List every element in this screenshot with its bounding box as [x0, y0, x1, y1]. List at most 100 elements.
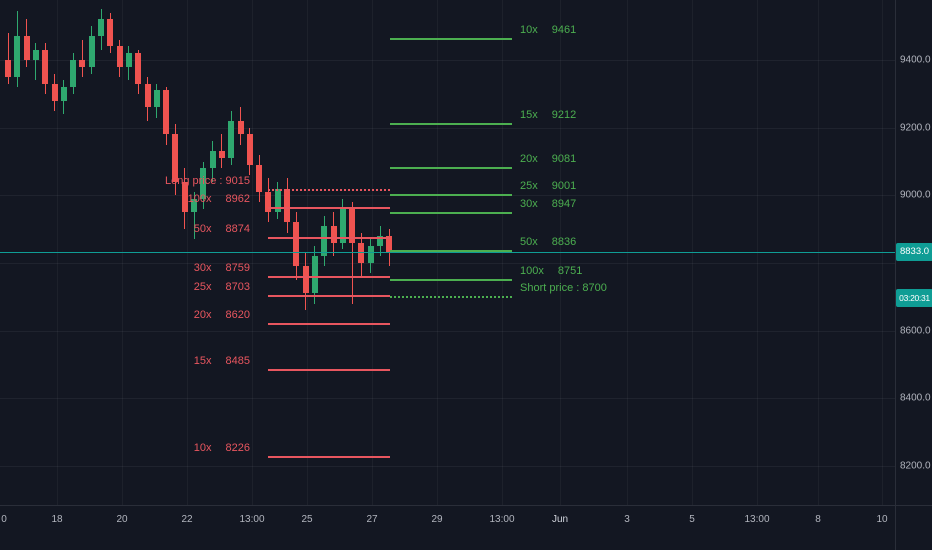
leverage-text: 25x	[520, 179, 538, 192]
candle-body	[116, 46, 123, 67]
long-level-20x-label: 20x 8620	[194, 309, 250, 323]
short-entry-line[interactable]	[390, 295, 512, 298]
candle-wick	[7, 32, 9, 84]
horizontal-gridline	[0, 60, 895, 61]
horizontal-gridline	[0, 127, 895, 129]
price-axis-label: 9400.0	[900, 54, 931, 66]
time-axis-label[interactable]: 22	[181, 514, 193, 525]
horizontal-gridline	[0, 263, 895, 264]
time-axis-label[interactable]: 13:00	[239, 514, 265, 525]
short-level-50x-line[interactable]	[390, 249, 512, 252]
candle-body	[51, 83, 58, 101]
candle-body	[70, 60, 77, 88]
short-level-100x-line[interactable]	[390, 278, 512, 281]
candle-body	[14, 36, 21, 77]
long-level-10x-line[interactable]	[268, 456, 390, 459]
long-level-100x-line[interactable]	[268, 207, 390, 210]
leverage-text: 10x	[520, 24, 538, 37]
price-text: 8703	[225, 280, 250, 293]
candle-wick	[193, 191, 195, 240]
time-axis-label[interactable]: 13:00	[489, 514, 515, 525]
price-text: 8620	[225, 308, 250, 321]
long-level-20x-line[interactable]	[268, 322, 390, 325]
candle-body	[237, 120, 244, 135]
candle-body	[367, 246, 374, 263]
candle-body	[163, 90, 170, 135]
candle-body	[228, 120, 235, 159]
countdown-value: 03:20:31	[899, 293, 930, 303]
candle-body	[284, 188, 290, 223]
current-price-value: 8833.0	[899, 246, 930, 258]
short-level-30x-line[interactable]	[390, 212, 512, 215]
long-entry-line[interactable]	[268, 189, 390, 192]
time-axis-label[interactable]: 18	[51, 514, 63, 525]
candle-body	[172, 134, 179, 182]
time-axis-label[interactable]: 20	[116, 514, 128, 525]
candle-body	[311, 256, 318, 294]
candle-body	[339, 208, 346, 243]
price-text: 8226	[225, 442, 250, 455]
price-text: 8947	[551, 198, 577, 211]
short-level-25x-line[interactable]	[390, 193, 512, 196]
candle-body	[209, 151, 216, 169]
candle-wick	[35, 43, 37, 81]
candle-wick	[221, 134, 223, 169]
leverage-text: 20x	[193, 308, 212, 321]
horizontal-gridline	[0, 398, 895, 400]
long-level-25x-line[interactable]	[268, 294, 390, 297]
candle-body	[135, 53, 142, 84]
short-level-20x-line[interactable]	[390, 166, 512, 169]
candle-body	[256, 164, 263, 192]
candle-body	[200, 168, 207, 199]
candle-body	[32, 49, 39, 60]
candle-wick	[81, 39, 83, 77]
time-axis-label[interactable]: Jun	[551, 514, 569, 525]
short-level-10x-line[interactable]	[390, 38, 512, 41]
time-axis-label[interactable]: 8	[815, 514, 821, 525]
candle-body	[386, 235, 393, 252]
long-level-10x-label: 10x 8226	[194, 442, 250, 456]
current-price-badge: 8833.0	[896, 242, 932, 261]
long-level-15x-line[interactable]	[268, 368, 390, 371]
price-text: 9001	[551, 179, 577, 192]
long-level-50x-line[interactable]	[268, 236, 390, 239]
price-text: 8485	[225, 354, 250, 367]
long-level-25x-label: 25x 8703	[194, 281, 250, 295]
leverage-text: 10x	[193, 442, 212, 455]
short-level-10x-label: 10x 9461	[520, 24, 576, 38]
price-text: 8874	[225, 222, 250, 235]
time-axis-label[interactable]: 5	[689, 514, 695, 525]
long-level-100x-label: 100x 8962	[188, 193, 250, 207]
long-level-30x-line[interactable]	[268, 275, 390, 278]
candle-body	[265, 191, 272, 213]
plot-area[interactable]: Long price : 9015 100x 8962 50x 8874 30x 8759 2…	[0, 0, 895, 505]
short-level-15x-line[interactable]	[390, 122, 512, 125]
short-level-20x-label: 20x 9081	[520, 153, 576, 167]
candle-wick	[351, 202, 353, 304]
candle-body	[42, 49, 49, 84]
candle-body	[246, 134, 253, 165]
candle-body	[107, 19, 114, 47]
candle-body	[321, 225, 328, 257]
candle-body	[358, 242, 365, 263]
candle-body	[153, 90, 160, 108]
time-axis-label[interactable]: 27	[366, 514, 378, 525]
price-text: 8836	[551, 235, 577, 248]
candle-body	[377, 235, 383, 247]
time-axis-label[interactable]: 13:00	[744, 514, 770, 525]
horizontal-gridline	[0, 466, 895, 467]
time-axis-label[interactable]: 29	[431, 514, 443, 525]
time-axis[interactable]: 0 18 20 22 13:00 25 27 29 13:00 Jun 3 5 13:00 8 10	[0, 505, 932, 550]
price-axis-label: 8400.0	[900, 392, 931, 404]
price-axis-label: 8200.0	[900, 460, 931, 472]
time-axis-label[interactable]: 10	[876, 514, 888, 525]
short-entry-label: Short price : 8700	[520, 281, 607, 294]
time-axis-label[interactable]: 3	[624, 514, 630, 525]
candle-body	[88, 36, 95, 67]
price-axis[interactable]: 8833.0 03:20:31 9400.0 9200.0 9000.0 8600.0…	[895, 0, 932, 550]
short-level-100x-label: 100x 8751	[520, 265, 582, 279]
time-axis-label[interactable]: 0	[1, 514, 7, 525]
long-entry-label: Long price : 9015	[164, 175, 250, 188]
time-axis-label[interactable]: 25	[301, 514, 313, 525]
current-price-line[interactable]	[0, 251, 895, 253]
